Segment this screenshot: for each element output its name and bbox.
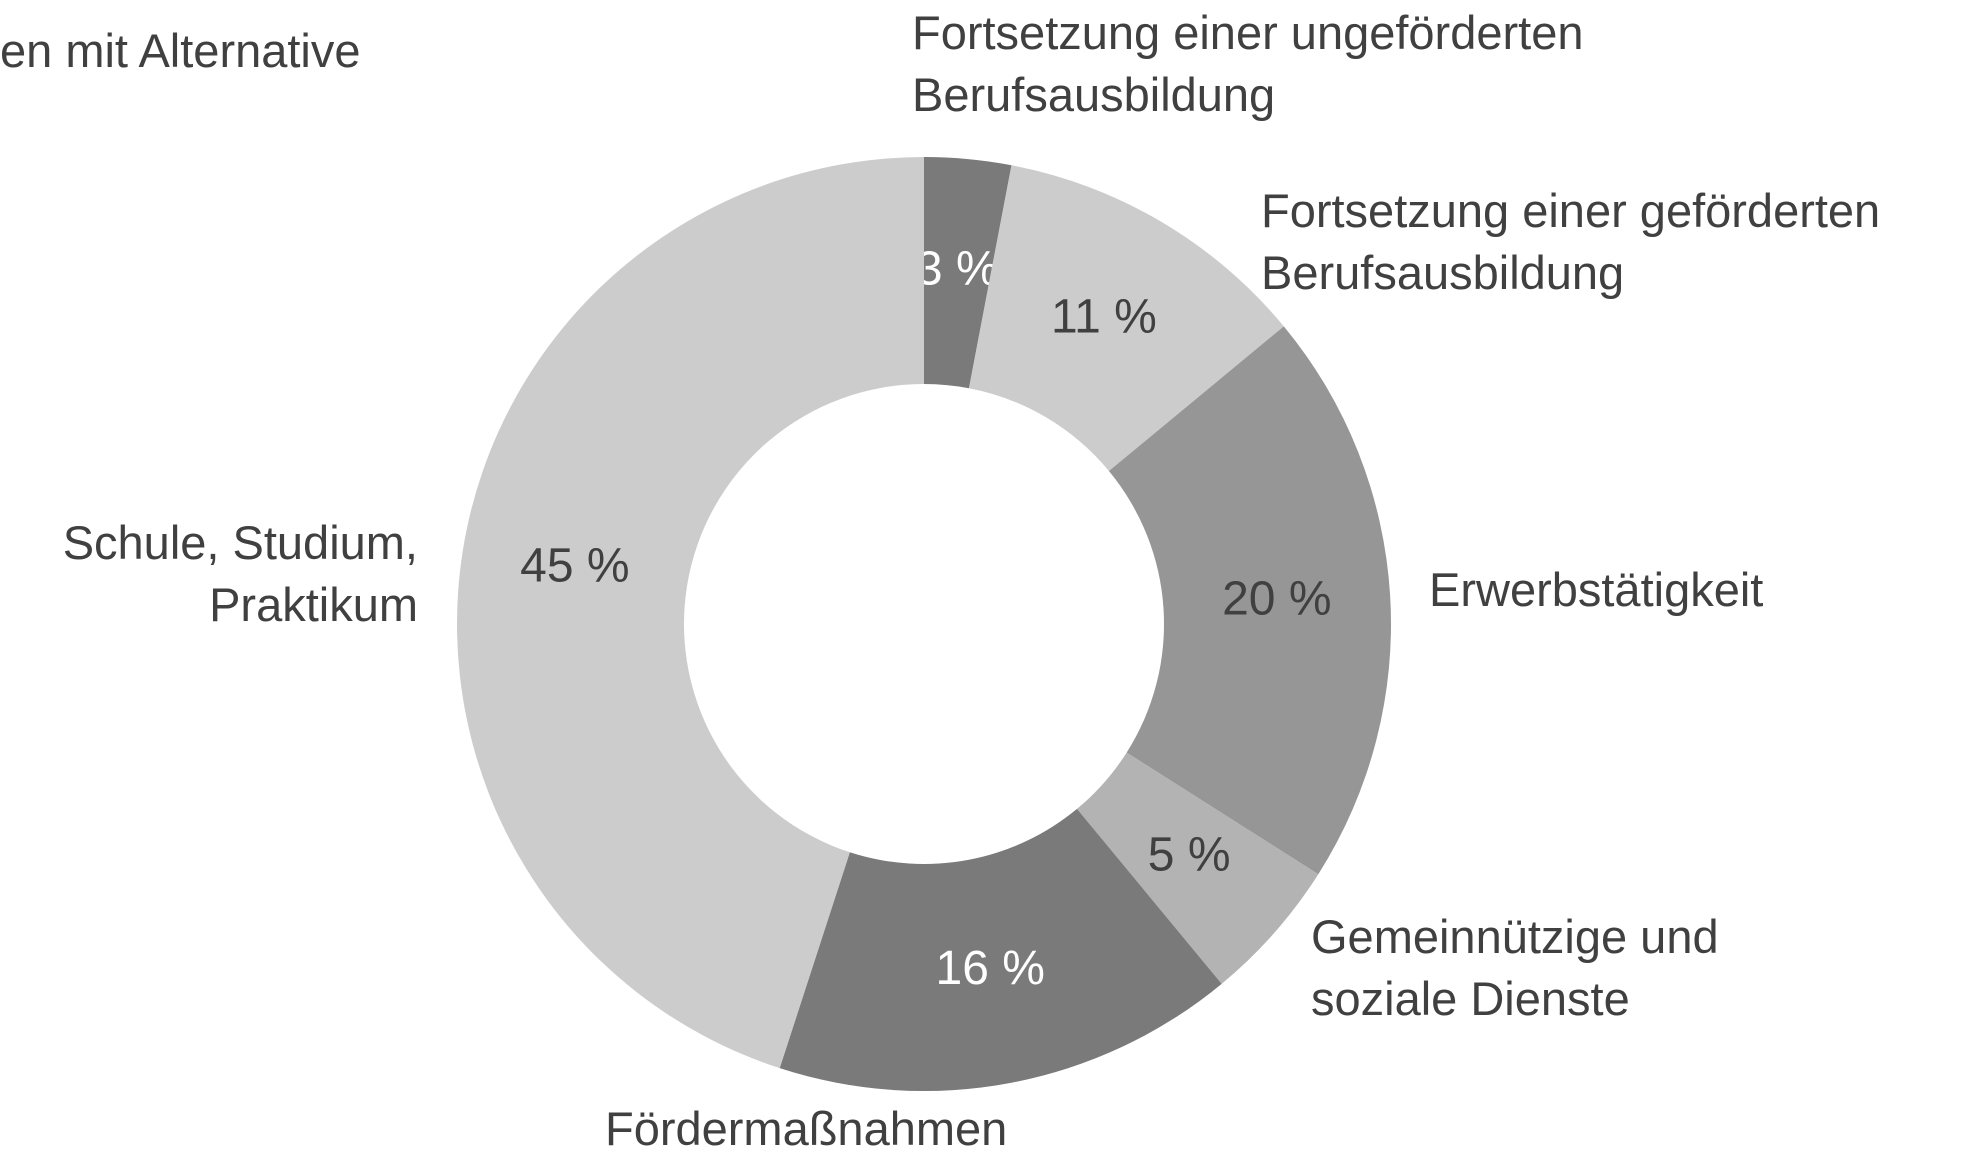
category-label: Erwerbstätigkeit <box>1429 563 1764 616</box>
chart-title: en mit Alternative <box>0 24 361 77</box>
value-label: 11 % <box>1051 290 1157 343</box>
category-label: Schule, Studium, Praktikum <box>62 516 418 631</box>
donut-slice <box>1076 752 1319 984</box>
donut-slice <box>456 157 924 1069</box>
category-label: Fördermaßnahmen <box>605 1102 1008 1155</box>
category-label: Gemeinnützige und soziale Dienste <box>1311 910 1719 1025</box>
category-label: Fortsetzung einer ungeförderten Berufsau… <box>912 6 1584 121</box>
category-label: Fortsetzung einer geförderten Berufsausb… <box>1261 184 1881 299</box>
donut-slice <box>779 808 1222 1091</box>
value-label: 3 % <box>916 243 999 296</box>
value-label: 5 % <box>1148 828 1231 881</box>
value-label: 45 % <box>520 539 629 592</box>
value-label: 16 % <box>936 942 1045 995</box>
donut-slice <box>1108 326 1391 875</box>
value-label: 20 % <box>1222 572 1331 625</box>
donut-slice <box>924 157 1012 389</box>
donut-slice <box>968 165 1284 472</box>
